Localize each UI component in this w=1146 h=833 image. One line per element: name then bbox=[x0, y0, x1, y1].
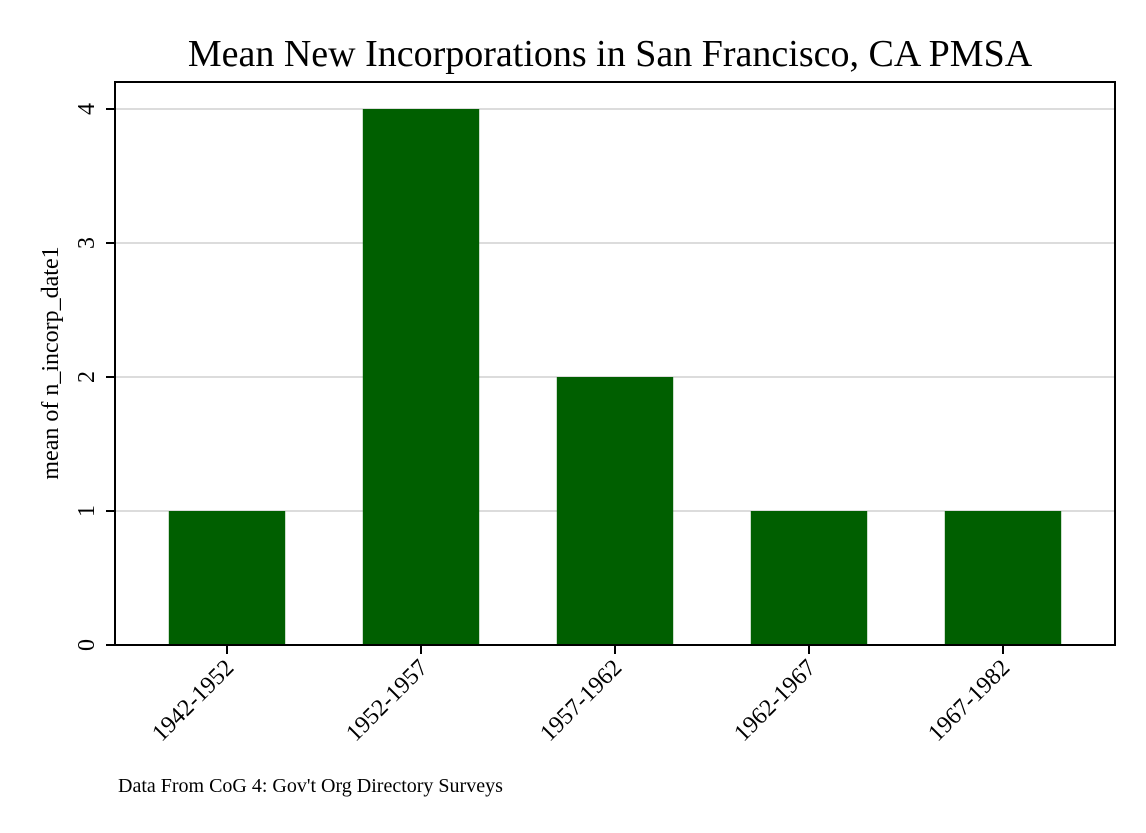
x-tick-label: 1942-1952 bbox=[147, 655, 239, 747]
bar bbox=[944, 511, 1062, 645]
x-tick-label: 1952-1957 bbox=[341, 655, 433, 747]
bar bbox=[556, 377, 674, 645]
bar bbox=[168, 511, 286, 645]
y-axis-ticks: 0 1 2 3 4 bbox=[74, 103, 115, 651]
y-tick-label: 3 bbox=[74, 237, 100, 249]
y-tick-label: 0 bbox=[74, 639, 100, 651]
bars bbox=[168, 109, 1062, 645]
source-note: Data From CoG 4: Gov't Org Directory Sur… bbox=[118, 775, 503, 797]
y-tick-label: 4 bbox=[74, 103, 100, 115]
x-tick-label: 1957-1962 bbox=[535, 655, 627, 747]
bar bbox=[750, 511, 868, 645]
y-tick-label: 2 bbox=[74, 371, 100, 383]
x-axis-ticks: 1942-1952 1952-1957 1957-1962 1962-1967 1967… bbox=[147, 645, 1015, 747]
y-tick-label: 1 bbox=[74, 505, 100, 517]
chart-title: Mean New Incorporations in San Francisco… bbox=[188, 33, 1033, 75]
x-tick-label: 1962-1967 bbox=[729, 655, 821, 747]
y-axis-label: mean of n_incorp_date1 bbox=[38, 246, 64, 479]
x-tick-label: 1967-1982 bbox=[923, 655, 1015, 747]
bar bbox=[362, 109, 480, 645]
